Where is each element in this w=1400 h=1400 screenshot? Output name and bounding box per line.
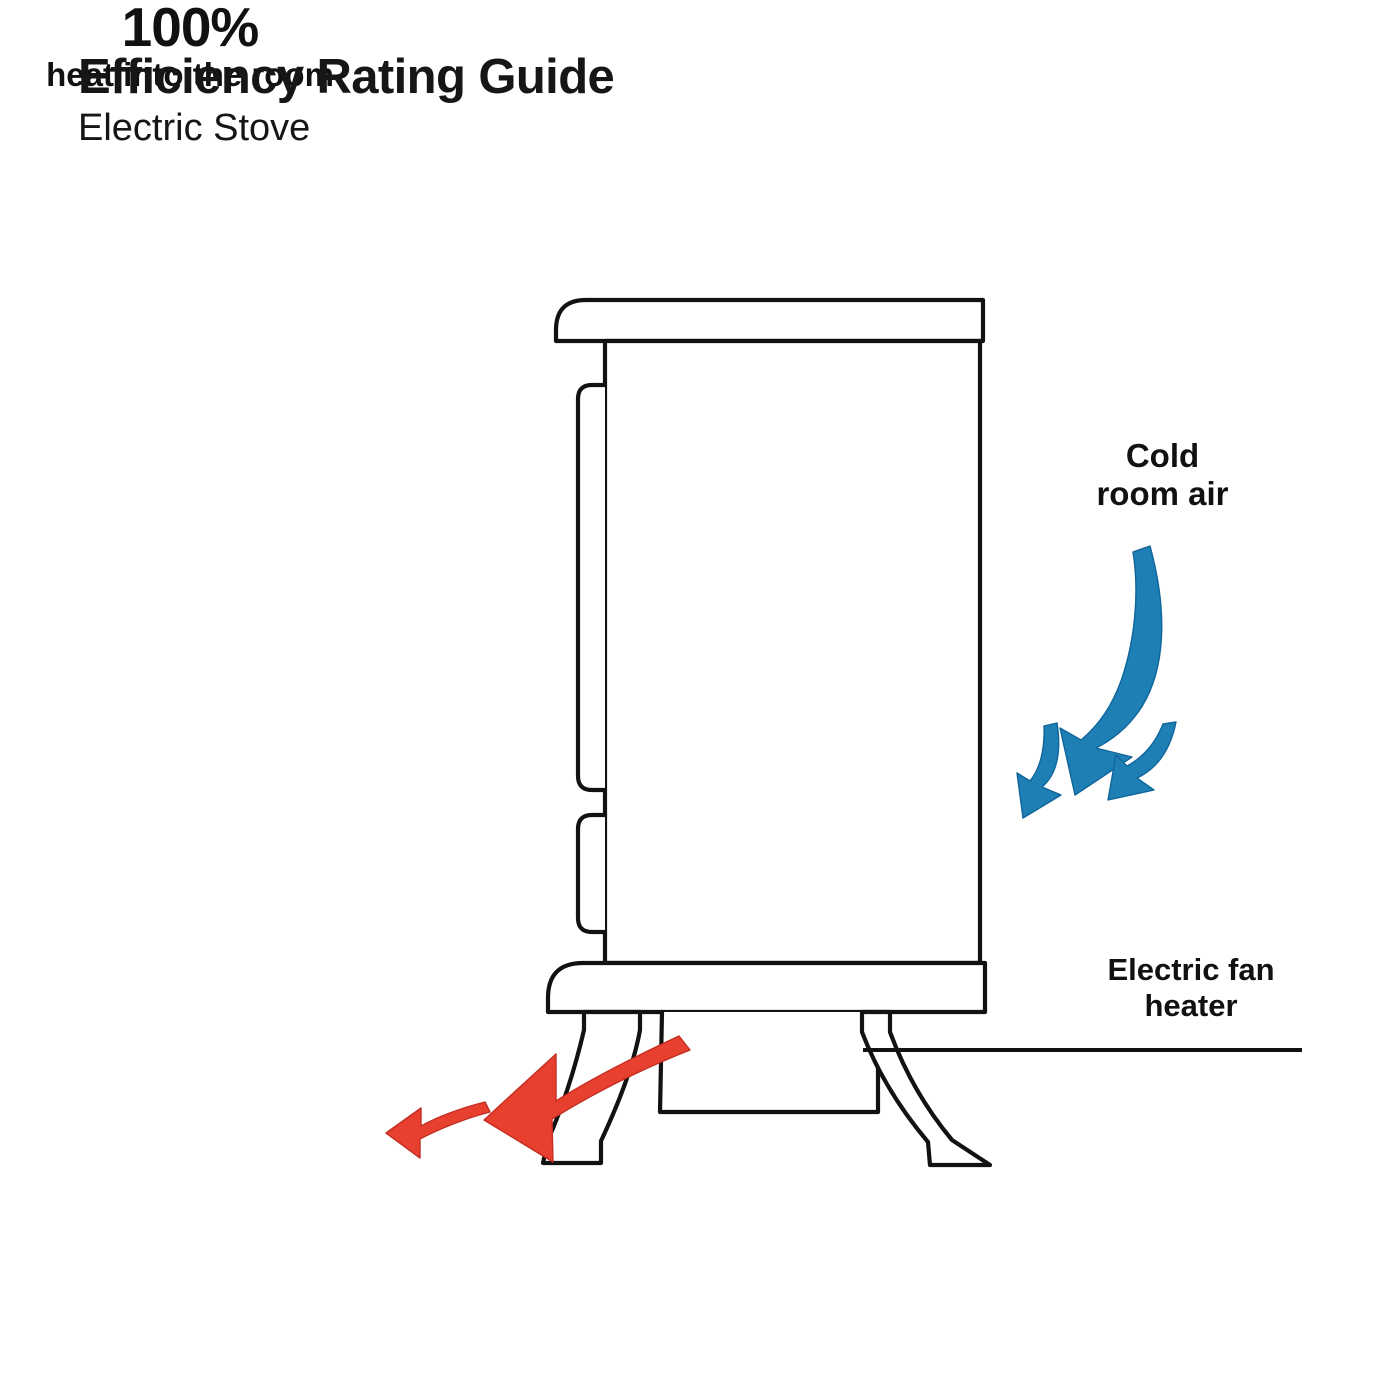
- heat-output-arrows: [385, 1035, 691, 1163]
- stove-outline: [540, 297, 993, 1168]
- cold-air-label: Cold room air: [1030, 437, 1295, 514]
- heat-output-label: 100% heat into the room: [0, 0, 380, 94]
- heat-arrow-large: [483, 1035, 691, 1163]
- heat-output-percent: 100%: [121, 0, 260, 58]
- fan-heater-label-line2: heater: [1144, 987, 1238, 1023]
- cold-air-arrow-small-right: [1107, 721, 1177, 801]
- heat-output-caption: heat into the room: [46, 56, 334, 93]
- stove-lower-handle: [575, 812, 608, 935]
- fan-heater-label-line1: Electric fan: [1107, 952, 1275, 987]
- stove-upper-handle: [575, 382, 608, 793]
- heat-arrow-small: [385, 1101, 491, 1159]
- cold-air-label-line2: room air: [1096, 475, 1229, 513]
- stove-right-leg: [859, 1009, 993, 1168]
- page-subtitle: Electric Stove: [78, 106, 311, 149]
- stove-left-leg: [540, 1009, 643, 1166]
- stove-ash-box: [657, 1009, 881, 1115]
- cold-air-label-line1: Cold: [1125, 437, 1200, 474]
- header: Efficiency Rating Guide Electric Stove: [78, 52, 978, 150]
- cold-air-arrow-large: [1059, 545, 1163, 796]
- stove-body: [602, 338, 983, 966]
- stove-base-plinth: [545, 960, 988, 1015]
- fan-heater-label: Electric fan heater: [1046, 952, 1336, 1024]
- page-title: Efficiency Rating Guide: [78, 50, 615, 104]
- stove-top-plate: [553, 297, 986, 344]
- cold-air-arrow-small-left: [1016, 722, 1062, 819]
- cold-air-arrows: [1016, 545, 1177, 819]
